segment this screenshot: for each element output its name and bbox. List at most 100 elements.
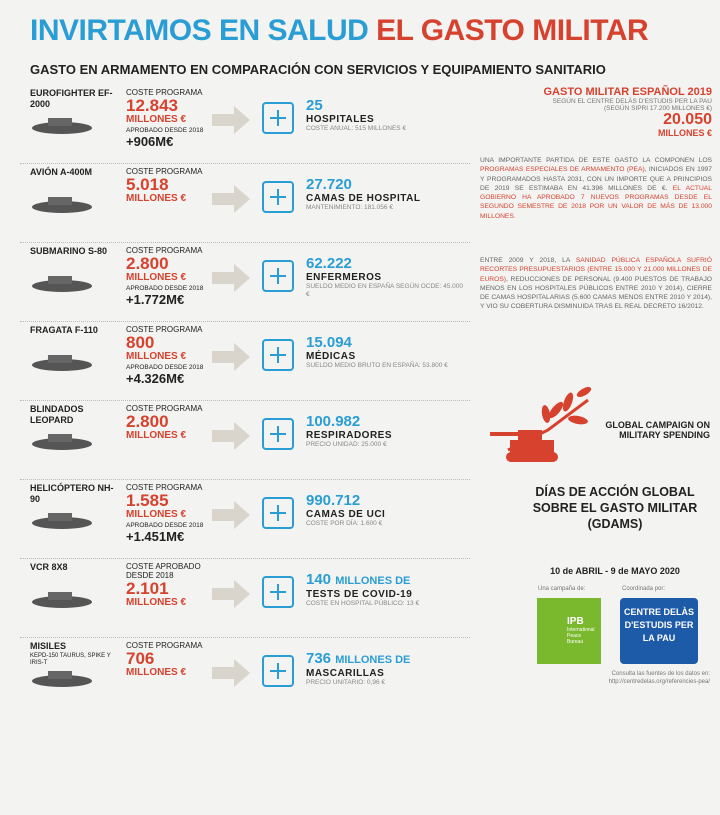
- health-icon: [262, 497, 294, 529]
- campaign-dates: 10 de ABRIL - 9 de MAYO 2020: [550, 566, 680, 576]
- health-number: 736: [306, 650, 332, 667]
- arrow: [212, 659, 250, 687]
- health-icon: [262, 181, 294, 213]
- arrow: [212, 185, 250, 213]
- health-note: PRECIO UNITARIO: 0,96 €: [306, 679, 385, 686]
- ipb-full: International Peace Bureau: [567, 627, 595, 645]
- approved-label: APROBADO DESDE 2018: [126, 522, 204, 529]
- arrow: [212, 343, 250, 371]
- sources: Consulta las fuentes de los datos en: ht…: [608, 671, 710, 685]
- approved-label: APROBADO DESDE 2018: [126, 364, 204, 371]
- health-block: 990.712 CAMAS DE UCI COSTE POR DÍA: 1.600 …: [306, 493, 466, 528]
- health-note: MANTENIMIENTO: 181.056 €: [306, 204, 393, 211]
- separator: [20, 637, 470, 638]
- campaign-logo-text: GLOBAL CAMPAIGN ON MILITARY SPENDING: [605, 420, 710, 440]
- title-part: INVIRTAMOS EN SALUD: [30, 14, 369, 47]
- weapon-icon: [32, 118, 92, 134]
- paragraph-segment: SANIDAD PÚBLICA ESPAÑOLA SUFRIÓ RECORTES…: [480, 257, 712, 283]
- health-block: 140 MILLONES DE TESTS DE COVID-19 COSTE EN…: [306, 572, 466, 608]
- health-label: ENFERMEROS: [306, 272, 382, 283]
- paragraph: ENTRE 2009 Y 2018, LA SANIDAD PÚBLICA ES…: [480, 256, 712, 312]
- health-label: MASCARILLAS: [306, 668, 385, 679]
- health-number: 100.982: [306, 413, 361, 430]
- paragraph-segment: ENTRE 2009 Y 2018, LA: [480, 257, 576, 264]
- ipb: IPB: [567, 616, 584, 627]
- cost-value: 5.018: [126, 175, 169, 194]
- ipb-logo: IPB International Peace Bureau: [537, 598, 601, 664]
- weapon-icon: [32, 276, 92, 292]
- cost-label: COSTE PROGRAMA: [126, 641, 203, 650]
- title: INVIRTAMOS EN SALUD EL GASTO MILITAR: [30, 14, 649, 48]
- cost-block: COSTE APROBADO DESDE 2018 2.101 MILLONES €: [126, 562, 216, 608]
- weapon-detail: KEPD-150 TAURUS, SPIKE Y IRIS-T: [30, 653, 111, 666]
- paragraph-segment: EL ACTUAL GOBIERNO HA APROBADO 7 NUEVOS …: [480, 184, 712, 220]
- cost-unit: MILLONES €: [126, 114, 187, 125]
- label: Coordinada por:: [622, 586, 666, 592]
- label: Una campaña de:: [538, 586, 586, 592]
- paragraph-segment: , INICIADOS EN 1997 Y PROGRAMADOS HASTA …: [480, 166, 712, 192]
- weapon-name: HELICÓPTERO NH-90: [30, 483, 114, 504]
- health-label: HOSPITALES: [306, 114, 375, 125]
- cost-value: 2.800: [126, 254, 169, 273]
- weapon-name: VCR 8X8: [30, 562, 68, 572]
- health-value: 100.982: [306, 414, 466, 430]
- health-value: 27.720: [306, 177, 466, 193]
- health-block: 27.720 CAMAS DE HOSPITAL MANTENIMIENTO: 18…: [306, 177, 466, 212]
- health-label: CAMAS DE HOSPITAL: [306, 193, 421, 204]
- infographic: INVIRTAMOS EN SALUD EL GASTO MILITAR GAS…: [20, 14, 713, 687]
- arrow: [212, 106, 250, 134]
- health-label: TESTS DE COVID-19: [306, 589, 413, 600]
- health-note: COSTE ANUAL: 515 MILLONES €: [306, 125, 407, 132]
- health-block: 62.222 ENFERMEROS SUELDO MEDIO EN ESPAÑA S…: [306, 256, 466, 299]
- sidebar-title: GASTO MILITAR ESPAÑOL 2019: [543, 86, 713, 98]
- approved-label: APROBADO DESDE 2018: [126, 127, 204, 134]
- health-block: 15.094 MÉDICAS SUELDO MEDIO BRUTO EN ESPAÑ…: [306, 335, 466, 370]
- weapon-icon: [32, 592, 92, 608]
- arrow: [212, 580, 250, 608]
- approved-value: +1.772M€: [126, 292, 185, 307]
- health-note: SUELDO MEDIO BRUTO EN ESPAÑA: 53.800 €: [306, 362, 448, 369]
- approved-label: APROBADO DESDE 2018: [126, 285, 204, 292]
- arrow: [212, 422, 250, 450]
- campaign-logo: [490, 386, 592, 462]
- health-number: 15.094: [306, 334, 352, 351]
- weapon-name: MISILES: [30, 641, 67, 651]
- cost-unit: MILLONES €: [126, 193, 187, 204]
- sidebar-total: 20.050: [663, 111, 712, 128]
- health-number: 62.222: [306, 255, 352, 272]
- health-suffix: MILLONES DE: [335, 575, 411, 587]
- health-icon: [262, 102, 294, 134]
- cost-label: COSTE PROGRAMA: [126, 325, 203, 334]
- cost-unit: MILLONES €: [126, 430, 187, 441]
- weapon-icon: [32, 671, 92, 687]
- cost-value: 2.101: [126, 579, 169, 598]
- cost-value: 12.843: [126, 96, 178, 115]
- cost-label: COSTE APROBADO DESDE 2018: [126, 562, 201, 580]
- cost-label: COSTE PROGRAMA: [126, 246, 203, 255]
- separator: [20, 163, 470, 164]
- health-block: 25 HOSPITALES COSTE ANUAL: 515 MILLONES €: [306, 98, 466, 133]
- health-note: COSTE EN HOSPITAL PÚBLICO: 13 €: [306, 600, 420, 607]
- health-icon: [262, 260, 294, 292]
- health-note: SUELDO MEDIO EN ESPAÑA SEGÚN OCDE: 45.00…: [306, 283, 464, 298]
- health-label: MÉDICAS: [306, 351, 356, 362]
- health-label: CAMAS DE UCI: [306, 509, 386, 520]
- health-value: 15.094: [306, 335, 466, 351]
- cost-block: COSTE PROGRAMA 2.800 MILLONES €: [126, 404, 216, 441]
- weapon-name: SUBMARINO S-80: [30, 246, 108, 256]
- cost-value: 2.800: [126, 412, 169, 431]
- weapon-icon: [32, 197, 92, 213]
- health-note: PRECIO UNIDAD: 25.000 €: [306, 441, 387, 448]
- sidebar-head: GASTO MILITAR ESPAÑOL 2019 SEGÚN EL CENT…: [480, 86, 713, 138]
- paragraph: UNA IMPORTANTE PARTIDA DE ESTE GASTO LA …: [480, 156, 712, 221]
- delas-logo: CENTRE DELÀS D'ESTUDIS PER LA PAU: [620, 598, 698, 664]
- approved-value: +4.326M€: [126, 371, 185, 386]
- cost-label: COSTE PROGRAMA: [126, 483, 203, 492]
- cost-label: COSTE PROGRAMA: [126, 88, 203, 97]
- cost-label: COSTE PROGRAMA: [126, 167, 203, 176]
- campaign-title: DÍAS DE ACCIÓN GLOBAL SOBRE EL GASTO MIL…: [532, 485, 698, 531]
- cost-block: COSTE PROGRAMA 800 MILLONES € APROBADO DESD…: [126, 325, 216, 386]
- health-block: 100.982 RESPIRADORES PRECIO UNIDAD: 25.000…: [306, 414, 466, 449]
- cost-unit: MILLONES €: [126, 667, 187, 678]
- subtitle: GASTO EN ARMAMENTO EN COMPARACIÓN CON SE…: [30, 62, 606, 77]
